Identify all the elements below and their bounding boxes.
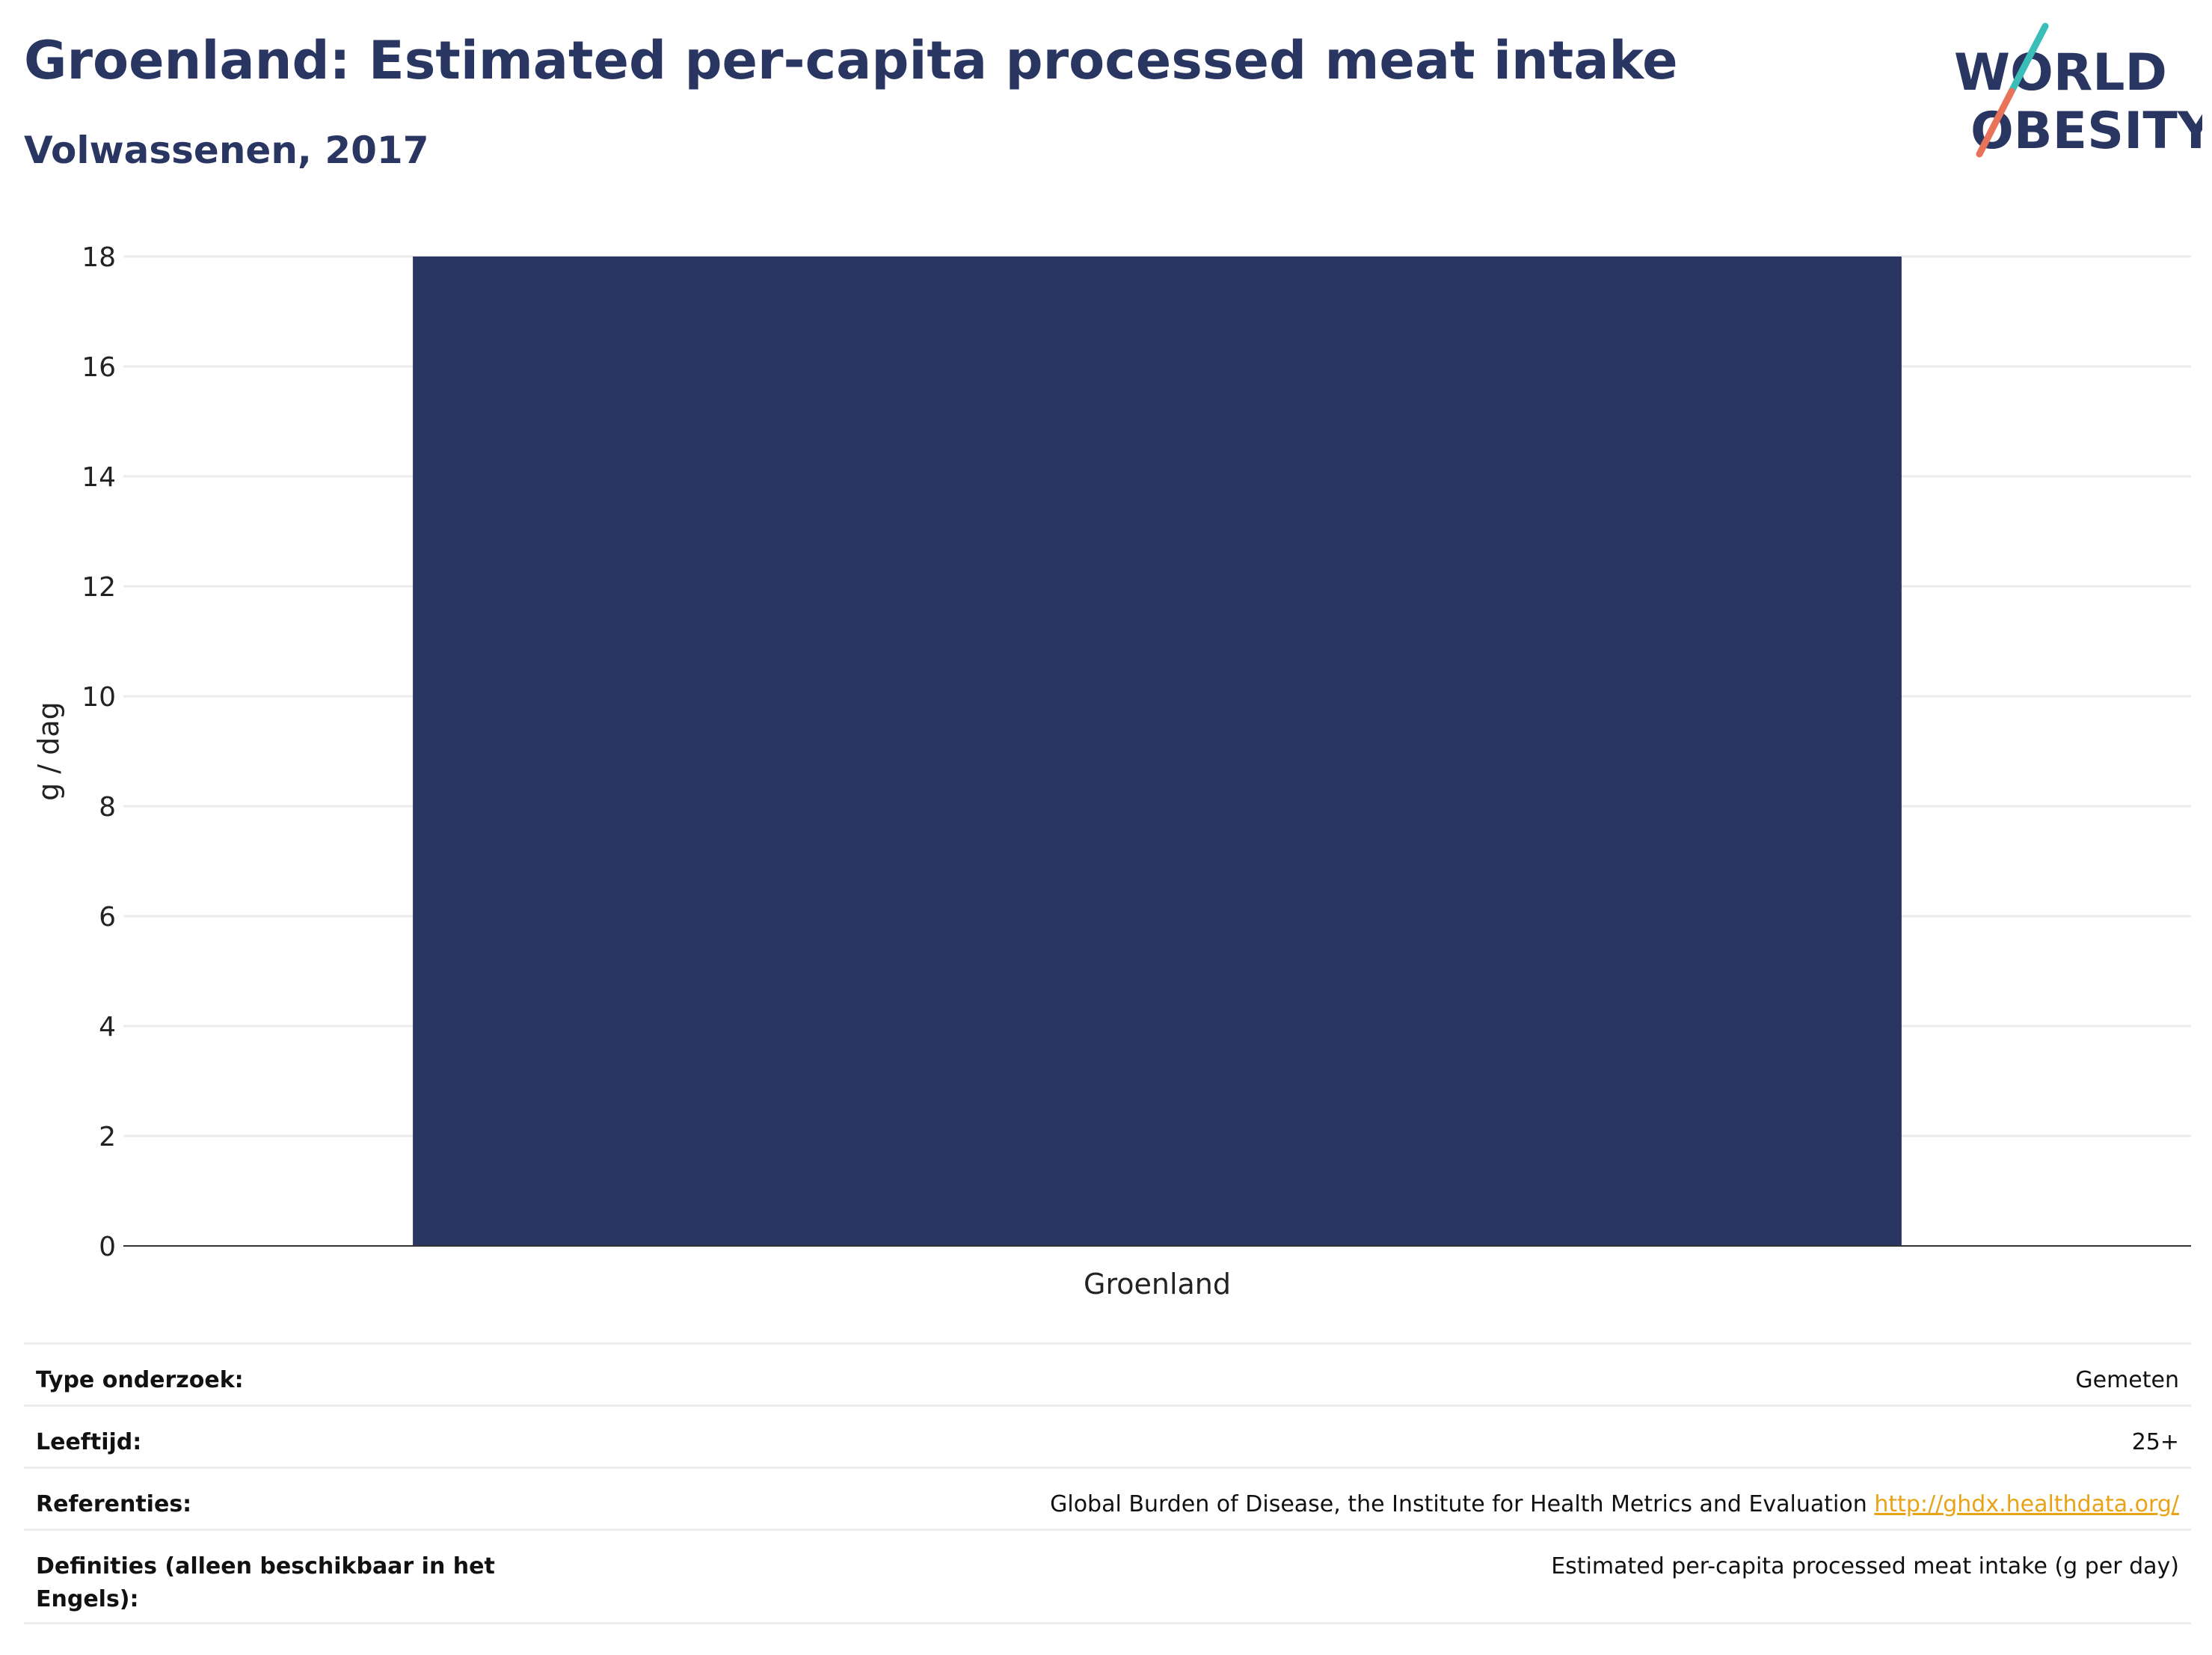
info-value: Gemeten (2075, 1367, 2179, 1393)
info-key: Type onderzoek: (36, 1367, 244, 1393)
y-tick-label: 0 (99, 1232, 116, 1262)
bars (413, 257, 1902, 1246)
info-value: 25+ (2131, 1429, 2179, 1455)
info-value: Estimated per-capita processed meat inta… (1551, 1553, 2179, 1579)
y-tick-label: 18 (82, 242, 116, 273)
y-tick-label: 12 (82, 572, 116, 603)
info-value: Global Burden of Disease, the Institute … (1050, 1488, 2179, 1521)
info-table: Type onderzoek: Gemeten Leeftijd: 25+ Re… (24, 1342, 2191, 1624)
y-tick-label: 4 (99, 1012, 116, 1043)
y-tick-label: 16 (82, 352, 116, 383)
info-row-references: Referenties: Global Burden of Disease, t… (24, 1469, 2191, 1531)
y-tick-label: 14 (82, 462, 116, 493)
x-category-label: Groenland (1084, 1268, 1231, 1301)
info-key: Leeftijd: (36, 1429, 142, 1455)
bar-chart: 0 2 4 6 8 10 12 14 16 18 Groenland g / dag (32, 242, 2191, 1301)
logo-text-world: WORLD (1954, 43, 2167, 102)
reference-link[interactable]: http://ghdx.healthdata.org/ (1874, 1491, 2179, 1517)
logo-slash-bottom (1976, 87, 2015, 158)
logo-text-obesity: OBESITY (1970, 102, 2202, 161)
logo-slash-top (2008, 22, 2049, 95)
x-category-labels: Groenland (1084, 1268, 1231, 1301)
chart-title: Groenland: Estimated per-capita processe… (24, 30, 1678, 91)
reference-text: Global Burden of Disease, the Institute … (1050, 1491, 1867, 1517)
y-tick-label: 6 (99, 902, 116, 933)
info-row-age: Leeftijd: 25+ (24, 1407, 2191, 1469)
info-row-study-type: Type onderzoek: Gemeten (24, 1345, 2191, 1407)
y-tick-label: 10 (82, 682, 116, 713)
y-axis-title: g / dag (32, 701, 65, 801)
bar[interactable] (413, 257, 1902, 1246)
y-tick-label: 8 (99, 792, 116, 823)
info-key: Referenties: (36, 1491, 192, 1517)
y-tick-label: 2 (99, 1122, 116, 1152)
world-obesity-logo: WORLD OBESITY (1954, 22, 2202, 161)
y-tick-labels: 0 2 4 6 8 10 12 14 16 18 (82, 242, 116, 1262)
info-row-definitions: Definities (alleen beschikbaar in het En… (24, 1531, 2191, 1624)
chart-subtitle: Volwassenen, 2017 (24, 129, 429, 172)
info-key: Definities (alleen beschikbaar in het En… (36, 1553, 495, 1612)
